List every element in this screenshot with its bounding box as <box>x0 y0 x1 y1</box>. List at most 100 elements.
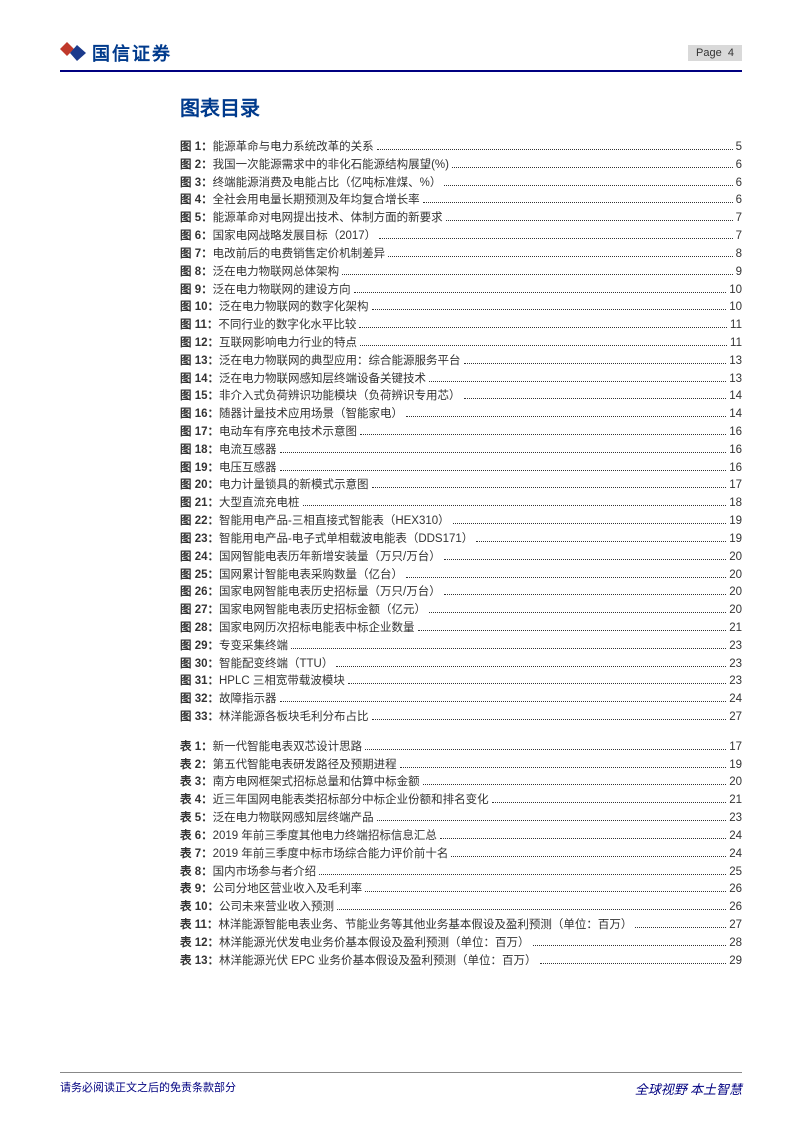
entry-label: 表 7： <box>180 846 213 864</box>
toc-entry: 表 7：2019 年前三季度中标市场综合能力评价前十名 24 <box>180 846 742 864</box>
entry-page: 24 <box>729 846 742 864</box>
entry-description: 故障指示器 <box>219 691 277 709</box>
entry-page: 7 <box>736 210 742 228</box>
footer-motto: 全球视野 本土智慧 <box>635 1079 742 1098</box>
entry-page: 13 <box>729 353 742 371</box>
toc-entry: 图 19：电压互感器 16 <box>180 460 742 478</box>
leader-dots <box>365 891 726 892</box>
entry-page: 24 <box>729 828 742 846</box>
leader-dots <box>533 945 727 946</box>
entry-label: 图 12： <box>180 335 219 353</box>
toc-entry: 图 15：非介入式负荷辨识功能模块（负荷辨识专用芯） 14 <box>180 388 742 406</box>
toc-entry: 图 12：互联网影响电力行业的特点 11 <box>180 335 742 353</box>
leader-dots <box>336 666 726 667</box>
entry-label: 图 30： <box>180 656 219 674</box>
toc-entry: 表 3：南方电网框架式招标总量和估算中标金额 20 <box>180 774 742 792</box>
toc-entry: 图 27：国家电网智能电表历史招标金额（亿元） 20 <box>180 602 742 620</box>
entry-description: 智能配变终端（TTU） <box>219 656 333 674</box>
entry-label: 表 3： <box>180 774 213 792</box>
toc-entry: 图 13：泛在电力物联网的典型应用：综合能源服务平台 13 <box>180 353 742 371</box>
entry-label: 图 8： <box>180 264 213 282</box>
entry-label: 表 1： <box>180 739 213 757</box>
entry-description: HPLC 三相宽带载波模块 <box>219 673 345 691</box>
leader-dots <box>372 309 727 310</box>
entry-label: 图 10： <box>180 299 219 317</box>
entry-description: 公司未来营业收入预测 <box>219 899 334 917</box>
leader-dots <box>365 749 726 750</box>
entry-label: 图 29： <box>180 638 219 656</box>
disclaimer-text: 请务必阅读正文之后的免责条款部分 <box>60 1079 236 1098</box>
toc-entry: 图 14：泛在电力物联网感知层终端设备关键技术 13 <box>180 371 742 389</box>
toc-entry: 图 25：国网累计智能电表采购数量（亿台） 20 <box>180 567 742 585</box>
leader-dots <box>429 381 726 382</box>
leader-dots <box>303 505 727 506</box>
entry-description: 能源革命对电网提出技术、体制方面的新要求 <box>213 210 443 228</box>
toc-entry: 表 1：新一代智能电表双芯设计思路 17 <box>180 739 742 757</box>
toc-entry: 表 5：泛在电力物联网感知层终端产品 23 <box>180 810 742 828</box>
toc-entry: 图 29：专变采集终端 23 <box>180 638 742 656</box>
toc-entry: 图 33：林洋能源各板块毛利分布占比 27 <box>180 709 742 727</box>
entry-label: 图 14： <box>180 371 219 389</box>
leader-dots <box>418 630 727 631</box>
toc-entry: 图 6：国家电网战略发展目标（2017） 7 <box>180 228 742 246</box>
entry-page: 8 <box>736 246 742 264</box>
entry-page: 11 <box>730 335 742 353</box>
entry-description: 国网智能电表历年新增安装量（万只/万台） <box>219 549 441 567</box>
entry-description: 泛在电力物联网的典型应用：综合能源服务平台 <box>219 353 461 371</box>
leader-dots <box>444 594 727 595</box>
entry-page: 7 <box>736 228 742 246</box>
toc-entry: 表 13：林洋能源光伏 EPC 业务价基本假设及盈利预测（单位：百万） 29 <box>180 953 742 971</box>
entry-label: 表 9： <box>180 881 213 899</box>
entry-description: 林洋能源各板块毛利分布占比 <box>219 709 369 727</box>
entry-description: 随器计量技术应用场景（智能家电） <box>219 406 403 424</box>
entry-page: 28 <box>729 935 742 953</box>
entry-page: 6 <box>736 192 742 210</box>
toc-entry: 表 9：公司分地区营业收入及毛利率 26 <box>180 881 742 899</box>
entry-description: 不同行业的数字化水平比较 <box>218 317 356 335</box>
leader-dots <box>400 767 727 768</box>
entry-description: 国内市场参与者介绍 <box>213 864 317 882</box>
entry-page: 19 <box>729 513 742 531</box>
entry-label: 图 26： <box>180 584 219 602</box>
leader-dots <box>319 874 726 875</box>
entry-label: 表 2： <box>180 757 213 775</box>
entry-label: 图 11： <box>180 317 218 335</box>
entry-page: 21 <box>729 620 742 638</box>
entry-description: 大型直流充电桩 <box>219 495 300 513</box>
entry-page: 16 <box>729 442 742 460</box>
entry-label: 图 20： <box>180 477 219 495</box>
entry-description: 国家电网历次招标电能表中标企业数量 <box>219 620 415 638</box>
entry-description: 国网累计智能电表采购数量（亿台） <box>219 567 403 585</box>
leader-dots <box>635 927 726 928</box>
entry-page: 9 <box>736 264 742 282</box>
entry-label: 图 21： <box>180 495 219 513</box>
leader-dots <box>291 648 726 649</box>
entry-page: 20 <box>729 584 742 602</box>
entry-description: 电动车有序充电技术示意图 <box>219 424 357 442</box>
brand-logo: 国信证券 <box>60 40 172 66</box>
leader-dots <box>372 487 727 488</box>
toc-entry: 图 17：电动车有序充电技术示意图 16 <box>180 424 742 442</box>
leader-dots <box>372 719 727 720</box>
leader-dots <box>377 820 727 821</box>
entry-description: 泛在电力物联网的建设方向 <box>213 282 351 300</box>
entry-label: 图 15： <box>180 388 219 406</box>
entry-page: 14 <box>729 388 742 406</box>
entry-page: 23 <box>729 656 742 674</box>
leader-dots <box>423 784 727 785</box>
entry-description: 国家电网战略发展目标（2017） <box>213 228 377 246</box>
toc-entry: 图 8：泛在电力物联网总体架构 9 <box>180 264 742 282</box>
entry-description: 第五代智能电表研发路径及预期进程 <box>213 757 397 775</box>
entry-label: 图 18： <box>180 442 219 460</box>
leader-dots <box>348 683 726 684</box>
leader-dots <box>440 838 726 839</box>
leader-dots <box>476 541 726 542</box>
leader-dots <box>337 909 726 910</box>
entry-page: 17 <box>729 477 742 495</box>
leader-dots <box>354 292 727 293</box>
entry-label: 图 6： <box>180 228 213 246</box>
entry-page: 23 <box>729 638 742 656</box>
leader-dots <box>429 612 726 613</box>
entry-description: 智能用电产品-三相直接式智能表（HEX310） <box>219 513 450 531</box>
entry-page: 18 <box>729 495 742 513</box>
